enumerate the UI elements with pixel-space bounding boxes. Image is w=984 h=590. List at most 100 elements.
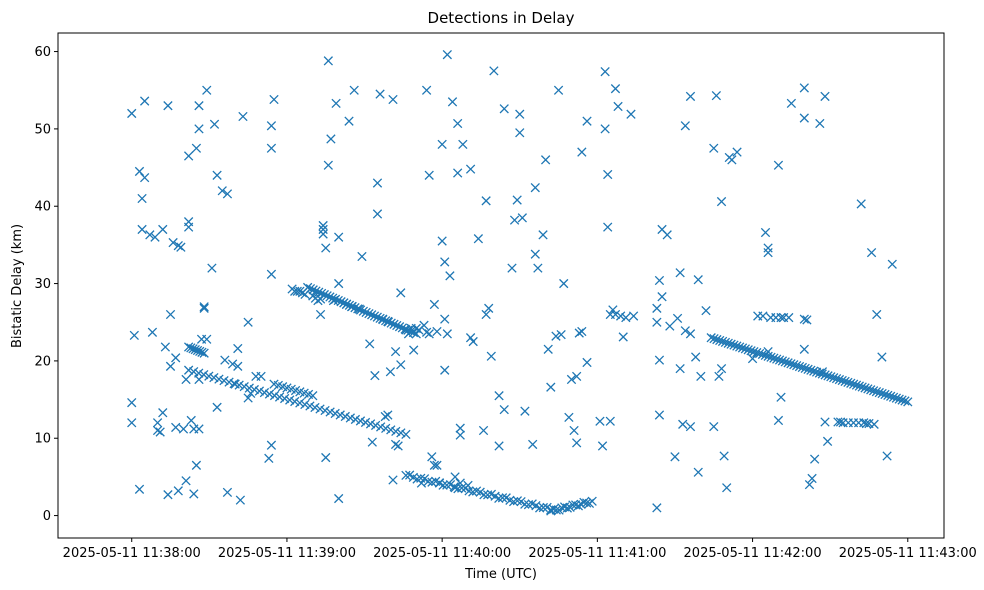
data-point — [678, 419, 688, 429]
data-point — [158, 408, 168, 418]
data-point — [806, 365, 816, 375]
data-point — [760, 350, 770, 361]
data-point — [427, 477, 437, 487]
data-point — [440, 257, 450, 267]
data-point — [582, 116, 592, 126]
x-axis-ticks: 2025-05-11 11:38:00 2025-05-11 11:39:00 20… — [63, 538, 977, 561]
data-point — [269, 390, 280, 401]
data-point — [323, 160, 333, 170]
data-point — [214, 374, 224, 384]
data-point — [199, 370, 209, 380]
data-point — [209, 119, 220, 129]
data-point — [835, 417, 846, 427]
data-point — [202, 85, 212, 95]
data-point — [406, 326, 416, 337]
data-point — [727, 155, 737, 165]
data-point — [390, 346, 401, 357]
y-axis-label: Bistatic Delay (km) — [10, 224, 25, 348]
data-point — [140, 172, 150, 183]
data-point — [481, 309, 491, 320]
data-point — [391, 426, 401, 437]
data-point — [219, 375, 229, 386]
data-point — [792, 360, 802, 371]
data-point — [776, 312, 786, 323]
data-point — [783, 358, 793, 368]
y-tick-label: 20 — [34, 354, 51, 369]
data-point — [325, 407, 335, 417]
data-point — [760, 227, 771, 238]
data-point — [295, 398, 305, 408]
data-point — [375, 313, 385, 324]
data-point — [238, 111, 248, 122]
data-point — [408, 327, 419, 338]
data-point — [670, 452, 680, 462]
data-point — [763, 351, 773, 361]
data-point — [437, 139, 447, 150]
data-point — [799, 314, 809, 324]
data-point — [754, 348, 765, 359]
data-point — [266, 121, 277, 131]
data-point — [378, 314, 388, 325]
data-point — [803, 364, 813, 374]
data-point — [323, 56, 333, 66]
data-point — [390, 439, 401, 450]
data-point — [804, 479, 815, 490]
data-point — [336, 297, 346, 307]
x-tick-label: 2025-05-11 11:38:00 — [63, 546, 201, 561]
data-point — [360, 417, 371, 428]
data-point — [786, 98, 797, 109]
data-point — [386, 318, 396, 328]
data-point — [820, 370, 830, 380]
data-point — [173, 486, 183, 496]
data-point — [334, 493, 344, 504]
data-point — [626, 109, 636, 119]
data-point — [191, 460, 202, 470]
data-point — [383, 410, 393, 420]
data-point — [564, 412, 574, 423]
data-point — [233, 343, 243, 354]
data-point — [432, 326, 442, 337]
data-point — [740, 344, 751, 354]
data-point — [134, 484, 145, 494]
data-point — [369, 311, 380, 321]
data-point — [178, 424, 189, 434]
data-point — [807, 473, 817, 484]
data-point — [675, 268, 685, 278]
data-point — [600, 124, 610, 134]
data-point — [321, 243, 331, 253]
data-point — [194, 368, 204, 378]
data-markers — [127, 49, 913, 516]
data-point — [424, 329, 434, 339]
data-point — [274, 392, 285, 402]
data-point — [344, 300, 355, 310]
data-point — [432, 460, 442, 470]
data-point — [797, 362, 808, 373]
data-point — [191, 143, 202, 153]
data-point — [610, 84, 621, 94]
data-point — [517, 213, 528, 223]
data-point — [365, 339, 375, 349]
y-axis-ticks: 0 10 20 30 40 50 60 — [34, 45, 58, 524]
data-point — [266, 269, 277, 279]
data-point — [183, 151, 194, 161]
data-point — [355, 416, 366, 426]
data-point — [481, 196, 491, 206]
data-point — [817, 369, 827, 379]
data-point — [766, 352, 776, 362]
data-point — [512, 195, 522, 205]
data-point — [173, 241, 183, 251]
data-point — [473, 234, 484, 244]
data-point — [209, 372, 219, 383]
data-point — [339, 298, 349, 308]
data-point — [183, 365, 194, 375]
data-point — [851, 380, 862, 390]
data-point — [295, 286, 305, 296]
data-point — [380, 316, 391, 326]
data-point — [318, 229, 328, 239]
data-point — [194, 124, 204, 134]
data-point — [401, 470, 411, 481]
data-point — [152, 418, 163, 428]
data-point — [364, 308, 374, 319]
data-point — [799, 113, 809, 123]
data-point — [429, 299, 440, 310]
